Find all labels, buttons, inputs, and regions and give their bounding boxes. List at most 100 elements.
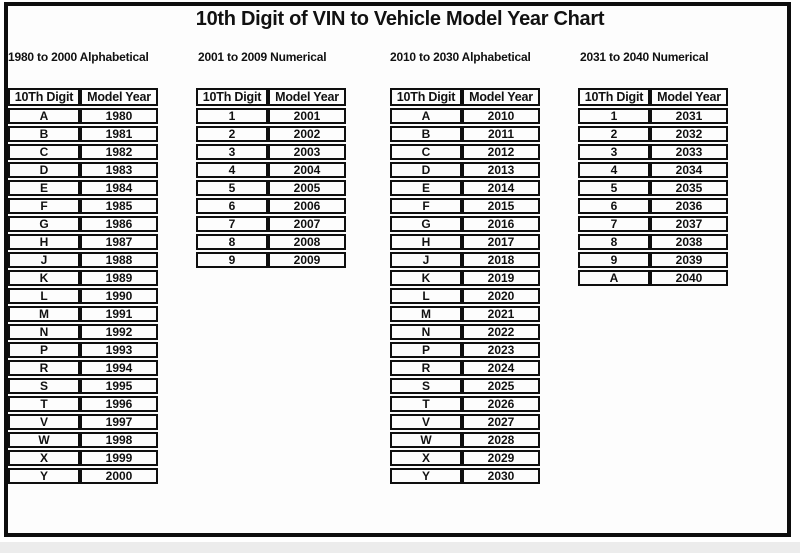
table-cell: 2019 [462,270,540,286]
table-cell: V [8,414,80,430]
table-cell: F [390,198,462,214]
table-header-row: 10Th Digit Model Year [196,88,346,106]
table-cell: 1998 [80,432,158,448]
vin-year-table-1980-2000: 10Th Digit Model Year A 1980 B 1981 C 1982 D 19… [8,86,158,486]
table-cell: V [390,414,462,430]
table-cell: 1980 [80,108,158,124]
table-cell: 2007 [268,216,346,232]
table-cell: 2012 [462,144,540,160]
table-cell: 1994 [80,360,158,376]
table-row: V 1997 [8,414,158,430]
table-cell: M [8,306,80,322]
table-row: P 2023 [390,342,540,358]
column-header-year: Model Year [650,88,728,106]
table-row: A 2040 [578,270,728,286]
table-row: T 1996 [8,396,158,412]
table-row: 6 2036 [578,198,728,214]
table-cell: 2031 [650,108,728,124]
table-row: S 1995 [8,378,158,394]
table-cell: 2037 [650,216,728,232]
table-cell: 9 [578,252,650,268]
table-cell: 1997 [80,414,158,430]
table-cell: 2026 [462,396,540,412]
table-cell: 4 [196,162,268,178]
table-row: H 1987 [8,234,158,250]
table-cell: 1 [196,108,268,124]
table-cell: 2017 [462,234,540,250]
table-cell: 2002 [268,126,346,142]
column-header-digit: 10Th Digit [578,88,650,106]
table-cell: 2034 [650,162,728,178]
section-subtitle: 2010 to 2030 Alphabetical [390,50,531,64]
table-row: D 1983 [8,162,158,178]
table-row: D 2013 [390,162,540,178]
table-cell: 1989 [80,270,158,286]
table-row: C 1982 [8,144,158,160]
table-row: Y 2030 [390,468,540,484]
table-cell: K [390,270,462,286]
table-row: A 2010 [390,108,540,124]
table-cell: 2033 [650,144,728,160]
table-cell: 1992 [80,324,158,340]
table-row: L 1990 [8,288,158,304]
table-row: 5 2035 [578,180,728,196]
table-cell: 1987 [80,234,158,250]
table-cell: 1986 [80,216,158,232]
table-cell: 2036 [650,198,728,214]
table-row: G 2016 [390,216,540,232]
table-row: 4 2004 [196,162,346,178]
table-header-row: 10Th Digit Model Year [8,88,158,106]
table-cell: 3 [578,144,650,160]
table-cell: T [390,396,462,412]
table-cell: 2010 [462,108,540,124]
table-row: L 2020 [390,288,540,304]
table-cell: B [390,126,462,142]
table-cell: C [8,144,80,160]
table-row: K 2019 [390,270,540,286]
table-row: N 1992 [8,324,158,340]
table-cell: 7 [196,216,268,232]
table-cell: 1985 [80,198,158,214]
table-cell: X [8,450,80,466]
table-cell: 2038 [650,234,728,250]
table-cell: 8 [578,234,650,250]
table-cell: 2020 [462,288,540,304]
table-cell: 7 [578,216,650,232]
table-row: 3 2003 [196,144,346,160]
table-row: 6 2006 [196,198,346,214]
table-cell: W [8,432,80,448]
table-row: X 1999 [8,450,158,466]
table-row: H 2017 [390,234,540,250]
table-cell: 2023 [462,342,540,358]
table-row: 9 2039 [578,252,728,268]
table-cell: 2011 [462,126,540,142]
table-cell: J [8,252,80,268]
table-cell: K [8,270,80,286]
table-cell: 1982 [80,144,158,160]
table-row: T 2026 [390,396,540,412]
table-cell: P [390,342,462,358]
table-row: J 2018 [390,252,540,268]
table-cell: 2029 [462,450,540,466]
column-header-year: Model Year [268,88,346,106]
table-cell: D [8,162,80,178]
vin-year-table-2010-2030: 10Th Digit Model Year A 2010 B 2011 C 2012 D 20… [390,86,540,486]
table-cell: 4 [578,162,650,178]
table-cell: 2004 [268,162,346,178]
table-cell: R [390,360,462,376]
table-cell: A [578,270,650,286]
table-cell: A [8,108,80,124]
table-row: B 2011 [390,126,540,142]
table-cell: 2 [196,126,268,142]
table-cell: M [390,306,462,322]
table-cell: 2000 [80,468,158,484]
table-row: P 1993 [8,342,158,358]
table-row: V 2027 [390,414,540,430]
table-cell: H [390,234,462,250]
table-row: K 1989 [8,270,158,286]
table-row: E 2014 [390,180,540,196]
table-cell: G [8,216,80,232]
table-cell: Y [8,468,80,484]
table-row: G 1986 [8,216,158,232]
table-cell: B [8,126,80,142]
